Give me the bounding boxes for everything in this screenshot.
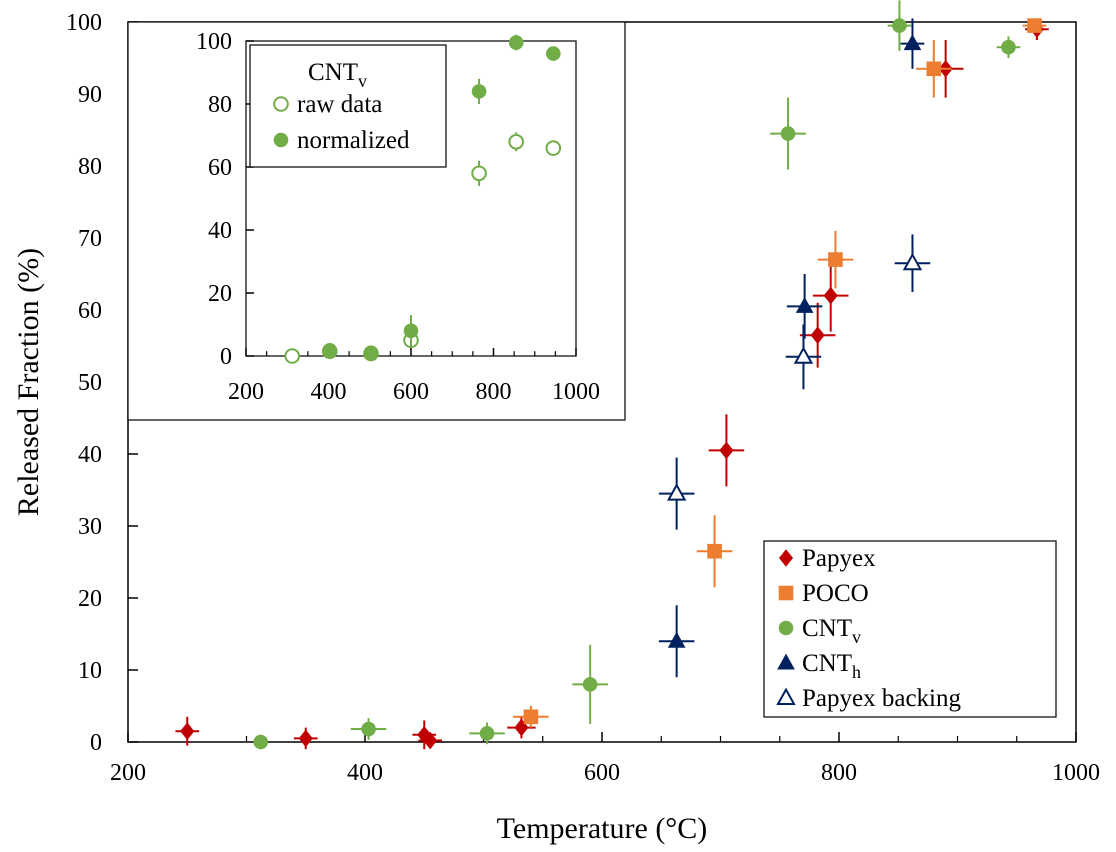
data-point — [253, 734, 269, 750]
data-point — [417, 725, 432, 744]
data-point — [479, 726, 495, 741]
inset-data-point — [545, 140, 562, 156]
legend-marker — [776, 687, 796, 705]
inset-y-tick-label: 40 — [208, 218, 232, 244]
y-tick-label: 80 — [78, 154, 102, 180]
data-point — [793, 346, 814, 364]
data-point — [666, 483, 687, 501]
inset-legend-label: normalized — [297, 127, 410, 154]
data-point — [361, 721, 376, 737]
legend-marker — [777, 653, 795, 670]
data-point — [795, 296, 814, 313]
inset-data-point — [403, 323, 419, 339]
inset-legend-marker — [273, 96, 289, 112]
inset-y-tick-label: 80 — [208, 92, 232, 118]
data-point — [707, 543, 722, 559]
series-3 — [658, 18, 925, 678]
y-tick-label: 30 — [78, 514, 102, 540]
legend-label: Papyex backing — [802, 685, 961, 712]
y-tick-label: 100 — [66, 10, 102, 36]
inset-x-tick-label: 600 — [393, 379, 429, 405]
x-tick-label: 600 — [584, 760, 620, 786]
data-point — [780, 126, 796, 141]
inset-data-point — [508, 134, 524, 150]
legend-label: Papyex — [802, 545, 876, 572]
data-point — [902, 252, 923, 271]
series-4 — [658, 234, 931, 530]
inset-data-point — [322, 343, 338, 358]
y-tick-label: 90 — [78, 82, 102, 108]
inset-series-1 — [322, 34, 561, 361]
x-tick-label: 1000 — [1052, 760, 1100, 786]
series-1 — [513, 18, 1047, 728]
inset-x-tick-label: 800 — [476, 379, 512, 405]
data-point — [1027, 18, 1042, 33]
legend-label: CNTv — [802, 615, 861, 647]
data-point — [523, 709, 539, 725]
inset-legend-title: CNTv — [308, 59, 367, 91]
data-point — [926, 61, 942, 77]
y-tick-label: 60 — [78, 298, 102, 324]
series-2 — [253, 0, 1021, 750]
y-tick-label: 0 — [90, 730, 102, 756]
legend-marker — [778, 549, 794, 567]
data-point — [823, 286, 838, 305]
x-axis-title: Temperature (°C) — [497, 812, 708, 845]
data-point — [667, 631, 686, 648]
y-tick-label: 50 — [78, 370, 102, 396]
legend-marker — [778, 585, 794, 601]
inset-y-tick-label: 60 — [208, 155, 232, 181]
data-point — [298, 729, 313, 748]
legend-box — [763, 540, 1057, 718]
legend-marker — [778, 620, 794, 636]
inset-data-point — [284, 348, 301, 364]
y-tick-label: 20 — [78, 586, 102, 612]
inset-data-point — [471, 165, 487, 182]
data-point — [423, 731, 438, 750]
data-point — [180, 722, 195, 741]
data-point — [719, 441, 734, 460]
inset-legend-marker — [273, 132, 289, 148]
inset-legend-label: raw data — [297, 91, 382, 118]
inset-data-point — [471, 84, 487, 99]
data-point — [903, 34, 922, 51]
inset-x-tick-label: 1000 — [552, 379, 600, 405]
data-point — [810, 326, 825, 345]
y-axis-title: Released Fraction (%) — [12, 248, 45, 516]
x-tick-label: 400 — [347, 760, 383, 786]
inset-data-point — [363, 345, 379, 361]
inset-y-tick-label: 0 — [220, 344, 232, 370]
data-point — [892, 18, 907, 33]
x-tick-label: 800 — [821, 760, 857, 786]
inset-x-tick-label: 200 — [228, 379, 264, 405]
inset-y-tick-label: 100 — [196, 29, 232, 55]
inset-data-point — [546, 46, 561, 61]
legend-label: CNTh — [802, 650, 861, 682]
y-tick-label: 40 — [78, 442, 102, 468]
y-tick-label: 10 — [78, 658, 102, 684]
data-point — [1001, 39, 1016, 55]
legend-label: POCO — [802, 580, 869, 607]
inset-y-tick-label: 20 — [208, 281, 232, 307]
data-point — [828, 252, 843, 267]
inset-data-point — [508, 35, 524, 50]
x-tick-label: 200 — [110, 760, 146, 786]
y-tick-label: 70 — [78, 226, 102, 252]
inset-x-tick-label: 400 — [311, 379, 347, 405]
data-point — [582, 677, 598, 692]
